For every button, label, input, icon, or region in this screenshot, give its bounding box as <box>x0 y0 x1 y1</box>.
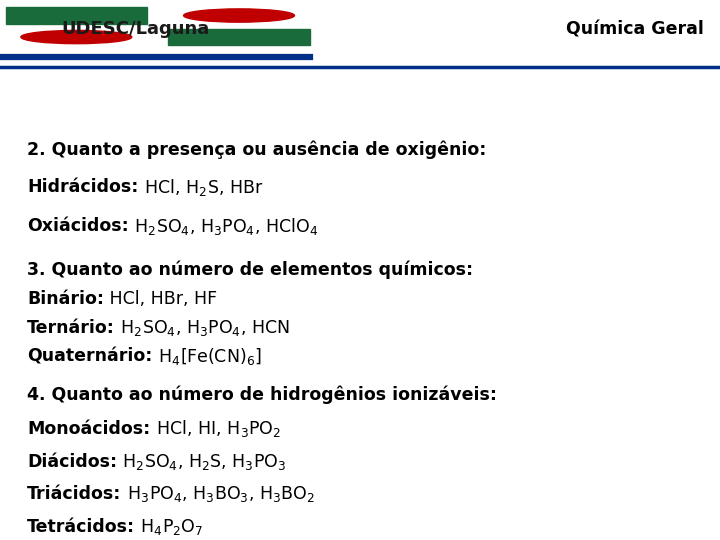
Text: Binário:: Binário: <box>27 290 104 308</box>
Text: HCl, H$_2$S, HBr: HCl, H$_2$S, HBr <box>139 177 263 198</box>
Text: Quaternário:: Quaternário: <box>27 348 153 366</box>
Text: H$_4$P$_2$O$_7$: H$_4$P$_2$O$_7$ <box>135 517 204 537</box>
Text: 2. Quanto a presença ou ausência de oxigênio:: 2. Quanto a presença ou ausência de oxig… <box>27 141 487 159</box>
Text: Oxiácidos:: Oxiácidos: <box>27 217 129 235</box>
Ellipse shape <box>21 30 132 44</box>
Text: Hidrácidos:: Hidrácidos: <box>27 178 139 197</box>
Text: HCl, HBr, HF: HCl, HBr, HF <box>104 290 217 308</box>
Text: 4. Quanto ao número de hidrogênios ionizáveis:: 4. Quanto ao número de hidrogênios ioniz… <box>27 386 498 404</box>
Text: Ternário:: Ternário: <box>27 319 115 337</box>
Text: Química Geral: Química Geral <box>567 20 704 38</box>
Text: Diácidos:: Diácidos: <box>27 453 117 470</box>
Text: UDESC/Laguna: UDESC/Laguna <box>61 20 210 38</box>
Text: H$_4$[Fe(CN)$_6$]: H$_4$[Fe(CN)$_6$] <box>153 346 261 367</box>
Text: H$_2$SO$_4$, H$_3$PO$_4$, HClO$_4$: H$_2$SO$_4$, H$_3$PO$_4$, HClO$_4$ <box>129 215 318 237</box>
Text: H$_3$PO$_4$, H$_3$BO$_3$, H$_3$BO$_2$: H$_3$PO$_4$, H$_3$BO$_3$, H$_3$BO$_2$ <box>122 484 315 504</box>
Ellipse shape <box>184 9 294 22</box>
Text: HCl, HI, H$_3$PO$_2$: HCl, HI, H$_3$PO$_2$ <box>150 418 281 440</box>
Text: H$_2$SO$_4$, H$_3$PO$_4$, HCN: H$_2$SO$_4$, H$_3$PO$_4$, HCN <box>115 318 290 338</box>
Bar <box>6 8 147 24</box>
Text: H$_2$SO$_4$, H$_2$S, H$_3$PO$_3$: H$_2$SO$_4$, H$_2$S, H$_3$PO$_3$ <box>117 451 287 471</box>
Text: Tetrácidos:: Tetrácidos: <box>27 518 135 536</box>
Text: Monoácidos:: Monoácidos: <box>27 420 150 438</box>
Text: 3. Quanto ao número de elementos químicos:: 3. Quanto ao número de elementos químico… <box>27 261 474 279</box>
Text: Triácidos:: Triácidos: <box>27 485 122 503</box>
Bar <box>168 29 310 45</box>
